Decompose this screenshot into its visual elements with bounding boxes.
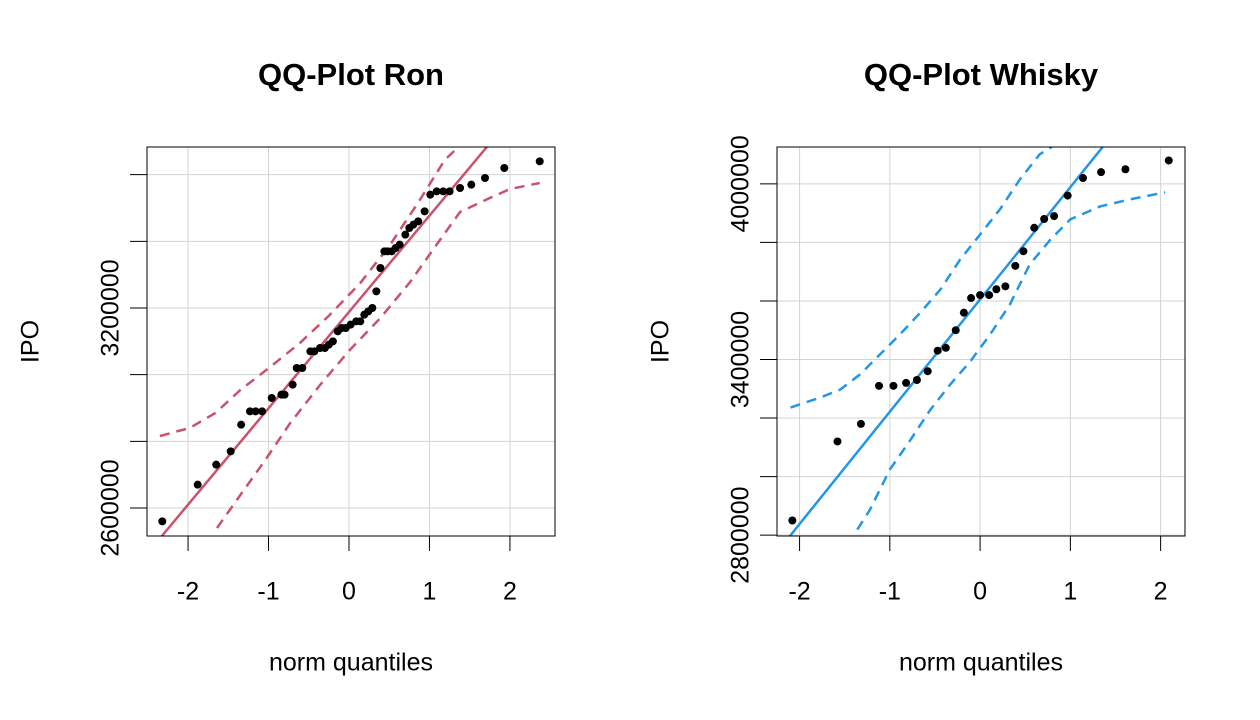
x-axis-label: norm quantiles [899, 649, 1063, 677]
panel: QQ-Plot Ron norm quantiles IPO -2 -1 0 1 2 26000… [17, 57, 556, 677]
confidence-band-lower [856, 191, 1166, 531]
plot-box [146, 146, 556, 537]
point [258, 407, 267, 416]
y-axis-label: IPO [17, 320, 45, 363]
confidence-band-upper [790, 147, 1053, 409]
point [251, 407, 260, 416]
point [976, 291, 985, 300]
point [967, 294, 976, 303]
chart-title: QQ-Plot Ron [258, 57, 444, 92]
y-tick-label: 2600000 [97, 459, 125, 556]
point [445, 187, 454, 196]
confidence-band-lower [215, 181, 540, 529]
x-tick-label: 1 [1063, 578, 1077, 606]
point [456, 184, 465, 192]
point [237, 420, 246, 429]
plot-area [159, 147, 540, 536]
point [288, 380, 297, 389]
chart-title: QQ-Plot Whisky [864, 57, 1099, 92]
point [1040, 215, 1049, 224]
point [500, 164, 509, 172]
point [856, 419, 865, 428]
point [985, 291, 994, 300]
y-tick-label: 3400000 [727, 311, 755, 408]
point [401, 230, 410, 239]
reference-line [160, 147, 489, 536]
point [426, 190, 435, 199]
point [368, 304, 377, 312]
point [439, 187, 448, 196]
confidence-band-upper [159, 149, 457, 438]
x-tick-label: -1 [257, 578, 279, 606]
point [480, 174, 489, 182]
x-tick-label: -2 [788, 578, 810, 606]
point [1001, 282, 1010, 291]
point [1019, 247, 1028, 256]
point [535, 157, 544, 166]
point [1063, 191, 1072, 200]
x-tick-label: 2 [1154, 578, 1168, 606]
point [951, 326, 960, 335]
point [889, 381, 898, 390]
point [941, 343, 950, 352]
point [1050, 212, 1059, 221]
point [1011, 261, 1020, 270]
point [923, 367, 932, 376]
point [1079, 174, 1087, 183]
point [356, 317, 365, 326]
x-tick-label: 2 [503, 578, 517, 606]
point [833, 437, 842, 446]
point [933, 346, 942, 355]
point [372, 287, 381, 296]
point [467, 180, 476, 189]
point [376, 264, 385, 272]
point [788, 516, 797, 525]
point [1121, 165, 1130, 174]
point [959, 308, 968, 317]
point [420, 207, 429, 216]
y-tick-label: 3200000 [97, 259, 125, 356]
x-tick-label: 0 [342, 578, 356, 606]
point [902, 378, 911, 387]
point [246, 407, 255, 416]
point [292, 364, 301, 372]
point [432, 187, 441, 196]
x-tick-label: -1 [879, 578, 901, 606]
x-tick-label: 1 [423, 578, 437, 606]
y-axis-label: IPO [647, 320, 675, 363]
y-tick-label: 4000000 [727, 135, 755, 232]
point [280, 390, 289, 399]
point [328, 337, 337, 346]
point [875, 381, 883, 390]
x-tick-label: 0 [973, 578, 987, 606]
plot-box [776, 146, 1186, 537]
point [158, 517, 167, 526]
point [1164, 156, 1173, 165]
point [1030, 223, 1039, 232]
point [1097, 168, 1106, 177]
point [395, 240, 404, 249]
y-tick-label: 2800000 [727, 486, 755, 583]
point [212, 460, 221, 469]
panel: QQ-Plot Whisky norm quantiles IPO -2 -1 0 1 2 28… [647, 57, 1186, 677]
point [298, 364, 307, 372]
point [193, 480, 202, 489]
point [912, 375, 921, 384]
point [267, 394, 276, 402]
point [992, 285, 1001, 294]
point [414, 217, 423, 226]
point [226, 447, 235, 456]
x-tick-label: -2 [177, 578, 199, 606]
x-axis-label: norm quantiles [269, 649, 433, 677]
